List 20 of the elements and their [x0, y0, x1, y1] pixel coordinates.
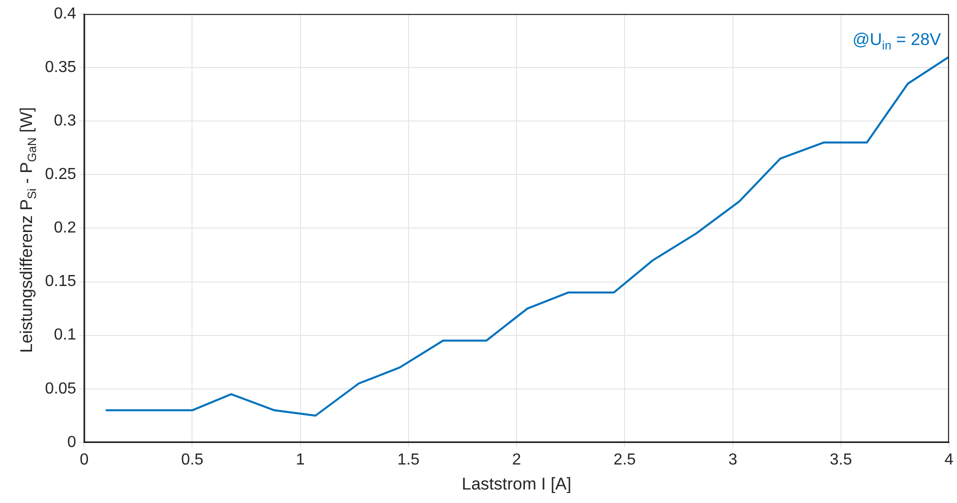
- y-tick-label: 0: [67, 434, 76, 451]
- x-tick-label: 3.5: [830, 451, 852, 468]
- x-tick-label: 0: [80, 451, 89, 468]
- x-tick-label: 0.5: [181, 451, 204, 468]
- y-tick-label: 0.15: [45, 273, 76, 290]
- x-tick-label: 2.5: [614, 451, 636, 468]
- x-tick-label: 1.5: [397, 451, 420, 468]
- x-axis-title: Laststrom I [A]: [462, 474, 572, 494]
- y-tick-label: 0.3: [54, 112, 76, 130]
- x-tick-label: 4: [944, 451, 954, 468]
- x-tick-label: 1: [296, 451, 305, 468]
- y-tick-label: 0.1: [54, 326, 76, 344]
- y-tick-label: 0.4: [54, 5, 76, 22]
- y-tick-label: 0.2: [54, 220, 76, 237]
- y-tick-label: 0.25: [45, 166, 76, 184]
- x-tick-label: 3: [728, 451, 738, 468]
- y-tick-label: 0.05: [45, 380, 76, 398]
- y-tick-label: 0.35: [45, 58, 76, 76]
- x-tick-label: 2: [512, 451, 522, 468]
- annotation: @U$_{in}$ = 28V: [852, 30, 941, 52]
